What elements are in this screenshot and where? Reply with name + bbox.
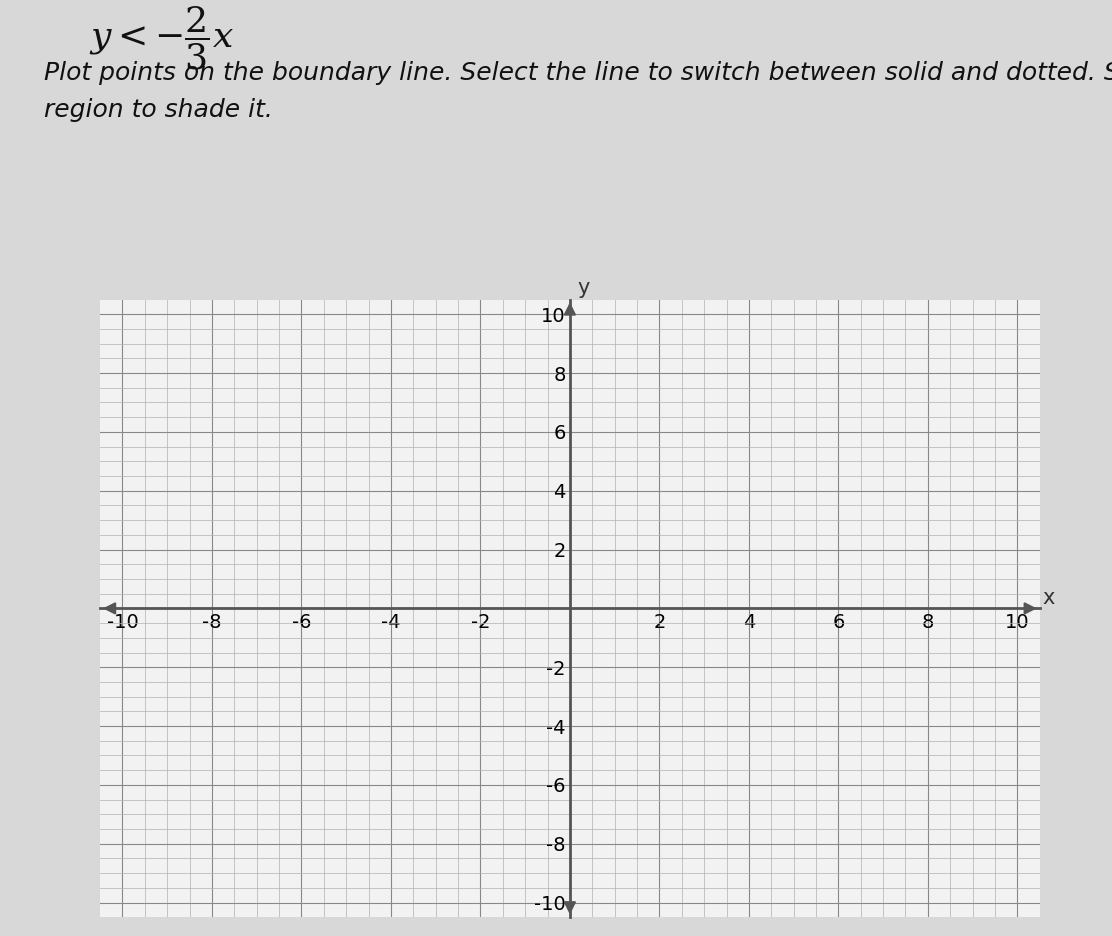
Text: region to shade it.: region to shade it. [44,98,274,123]
Text: Plot points on the boundary line. Select the line to switch between solid and do: Plot points on the boundary line. Select… [44,61,1112,85]
Text: x: x [1042,588,1054,608]
Text: y: y [577,278,589,298]
Text: $y < -\dfrac{2}{3}x$: $y < -\dfrac{2}{3}x$ [89,5,235,72]
